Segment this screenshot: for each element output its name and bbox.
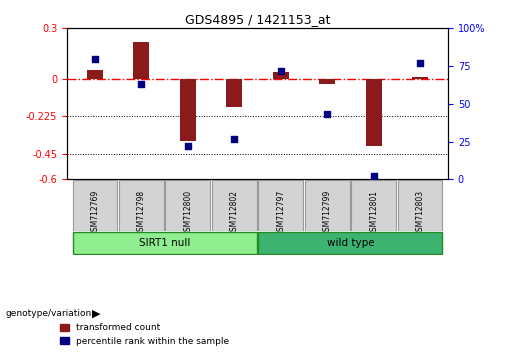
Point xyxy=(230,136,238,141)
Text: GSM712769: GSM712769 xyxy=(90,190,99,236)
Text: ▶: ▶ xyxy=(92,308,100,318)
Bar xyxy=(73,180,117,230)
Text: GSM712802: GSM712802 xyxy=(230,190,239,236)
Text: SIRT1 null: SIRT1 null xyxy=(139,238,190,248)
Point xyxy=(277,68,285,73)
Bar xyxy=(319,79,335,84)
Point xyxy=(184,143,192,149)
Point xyxy=(416,60,424,66)
Point xyxy=(370,173,378,179)
Text: GSM712800: GSM712800 xyxy=(183,190,192,236)
Text: GSM712797: GSM712797 xyxy=(276,190,285,236)
Bar xyxy=(305,180,350,230)
Bar xyxy=(366,79,382,146)
Bar xyxy=(87,70,103,79)
Title: GDS4895 / 1421153_at: GDS4895 / 1421153_at xyxy=(185,13,330,26)
Legend: transformed count, percentile rank within the sample: transformed count, percentile rank withi… xyxy=(56,320,233,349)
Bar xyxy=(73,232,256,254)
Text: wild type: wild type xyxy=(327,238,374,248)
Text: GSM712801: GSM712801 xyxy=(369,190,378,236)
Point xyxy=(137,81,145,87)
Bar xyxy=(351,180,396,230)
Bar xyxy=(226,79,243,107)
Bar xyxy=(180,79,196,141)
Point xyxy=(323,112,331,117)
Text: GSM712803: GSM712803 xyxy=(416,190,425,236)
Bar xyxy=(272,72,289,79)
Bar xyxy=(398,180,442,230)
Bar xyxy=(412,77,428,79)
Bar xyxy=(165,180,210,230)
Text: GSM712799: GSM712799 xyxy=(323,190,332,236)
Bar xyxy=(259,232,442,254)
Bar xyxy=(133,42,149,79)
Bar xyxy=(119,180,164,230)
Point xyxy=(91,56,99,61)
Text: genotype/variation: genotype/variation xyxy=(5,309,91,318)
Bar xyxy=(259,180,303,230)
Text: GSM712798: GSM712798 xyxy=(137,190,146,236)
Bar xyxy=(212,180,256,230)
